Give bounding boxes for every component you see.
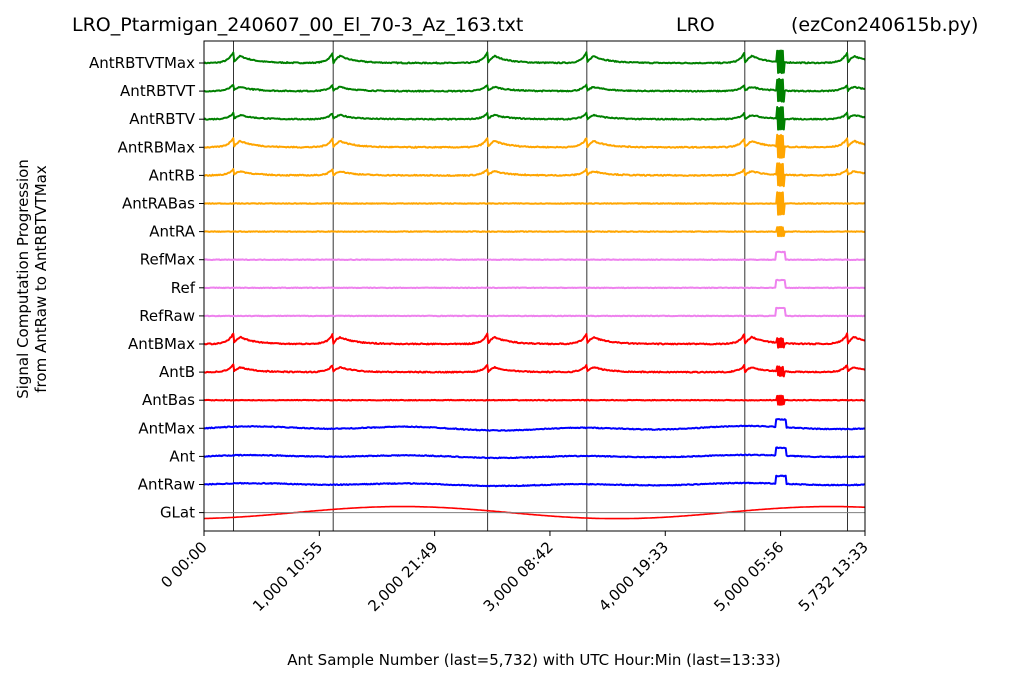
x-tick-label-5: 5,000 05:56 xyxy=(710,538,787,615)
series-line-AntB xyxy=(203,363,866,378)
y-tick-label-AntB: AntB xyxy=(159,363,195,381)
series-line-Ref xyxy=(203,278,866,290)
series-line-AntRBTV xyxy=(203,106,866,131)
y-tick-label-Ant: Ant xyxy=(169,447,195,465)
series-line-AntMax xyxy=(203,418,866,432)
y-axis-title-line2: from AntRaw to AntRBTVTMax xyxy=(32,165,50,393)
chart-title-right: (ezCon240615b.py) xyxy=(791,14,978,36)
series-line-AntBas xyxy=(203,394,866,406)
series-line-AntRA xyxy=(203,225,866,238)
x-tick-label-0: 0 00:00 xyxy=(157,538,210,591)
y-tick-label-AntRBMax: AntRBMax xyxy=(118,138,195,156)
y-tick-label-AntRB: AntRB xyxy=(149,166,195,184)
series-line-AntBMax xyxy=(203,332,866,349)
x-tick-label-1: 1,000 10:55 xyxy=(249,538,326,615)
y-tick-label-Ref: Ref xyxy=(171,279,196,297)
y-tick-label-RefMax: RefMax xyxy=(140,251,195,269)
series-line-AntRaw xyxy=(203,474,866,488)
plot-frame xyxy=(203,40,866,532)
plot-area: AntRBTVTMax AntRBTVT AntRBTV AntRBMax AntRB A… xyxy=(89,41,872,615)
series-line-AntRABas xyxy=(203,191,866,216)
y-tick-label-AntRaw: AntRaw xyxy=(138,476,195,494)
series-line-RefRaw xyxy=(203,306,866,318)
y-tick-label-AntRBTVT: AntRBTVT xyxy=(120,82,196,100)
x-axis-title: Ant Sample Number (last=5,732) with UTC … xyxy=(287,651,780,669)
y-tick-label-AntBas: AntBas xyxy=(142,391,195,409)
series-line-AntRB xyxy=(203,162,866,188)
y-axis-title: Signal Computation Progression from AntR… xyxy=(14,159,50,399)
y-axis-title-line1: Signal Computation Progression xyxy=(14,159,32,399)
series-line-AntRBMax xyxy=(203,133,866,159)
x-tick-label-6: 5,732 13:33 xyxy=(795,538,872,615)
series-line-AntRBTVT xyxy=(203,77,866,103)
y-tick-label-AntRBTV: AntRBTV xyxy=(129,110,196,128)
series-line-RefMax xyxy=(203,250,866,261)
y-tick-label-AntMax: AntMax xyxy=(138,419,195,437)
x-tick-label-4: 4,000 19:33 xyxy=(595,538,672,615)
x-tick-label-2: 2,000 21:49 xyxy=(364,538,441,615)
y-tick-label-GLat: GLat xyxy=(160,504,195,522)
y-tick-label-AntRABas: AntRABas xyxy=(122,195,195,213)
chart-title-left: LRO_Ptarmigan_240607_00_El_70-3_Az_163.t… xyxy=(72,14,523,36)
series-line-AntRBTVTMax xyxy=(203,49,866,75)
series-line-GLat xyxy=(204,505,866,520)
y-tick-label-AntRBTVTMax: AntRBTVTMax xyxy=(89,54,195,72)
x-tick-label-3: 3,000 08:42 xyxy=(480,538,557,615)
y-tick-label-AntBMax: AntBMax xyxy=(128,335,195,353)
y-tick-label-RefRaw: RefRaw xyxy=(139,307,195,325)
chart-title-center: LRO xyxy=(676,14,715,36)
y-tick-label-AntRA: AntRA xyxy=(149,223,195,241)
series-line-Ant xyxy=(203,446,866,460)
